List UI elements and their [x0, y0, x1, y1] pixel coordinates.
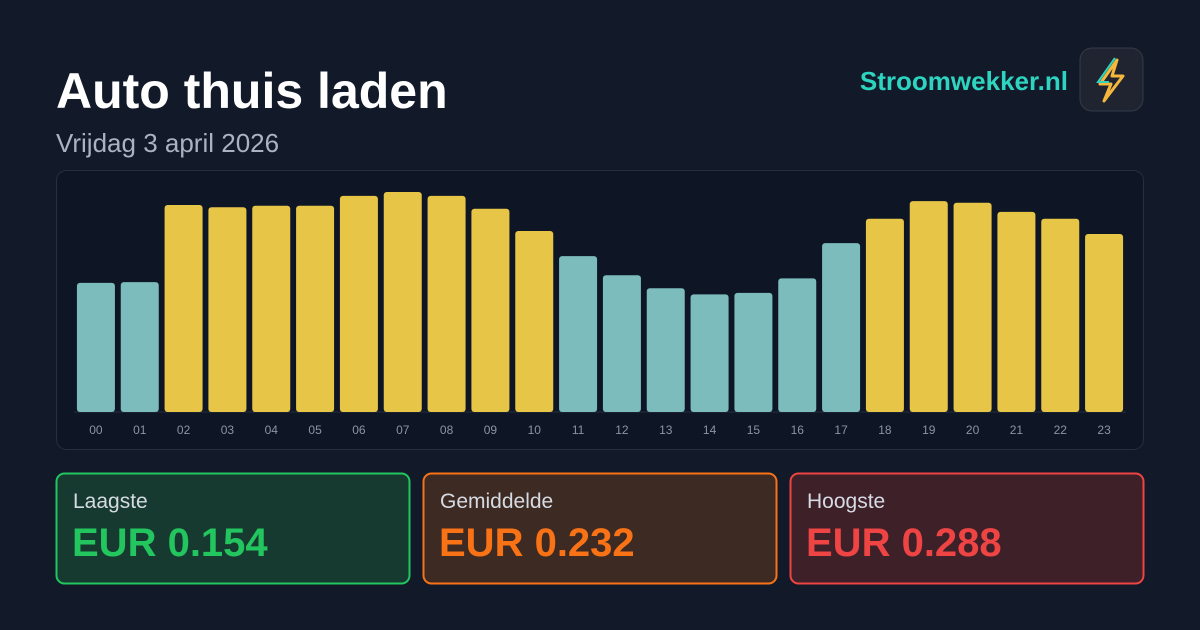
bar	[822, 243, 861, 412]
x-tick-label: 16	[791, 423, 805, 437]
bar	[1041, 218, 1080, 412]
stat-value: EUR 0.232	[439, 521, 635, 565]
x-tick-label: 20	[966, 423, 980, 437]
stats: Laagste EUR 0.154 Gemiddelde EUR 0.232 Hoogs…	[55, 472, 1145, 585]
x-tick-label: 17	[834, 423, 848, 437]
logo-bolt-accent	[1096, 57, 1116, 83]
bar	[339, 195, 378, 412]
stat-label: Hoogste	[807, 490, 885, 513]
bar	[427, 195, 466, 412]
x-tick-label: 06	[352, 423, 366, 437]
x-tick-label: 19	[922, 423, 936, 437]
x-tick-label: 21	[1010, 423, 1024, 437]
bar	[559, 256, 598, 412]
x-tick-label: 07	[396, 423, 410, 437]
bar	[383, 192, 422, 412]
brand: Stroomwekker.nl	[860, 66, 1068, 96]
bar	[865, 218, 904, 412]
x-tick-label: 22	[1054, 423, 1068, 437]
bar	[164, 204, 203, 412]
x-tick-label: 05	[308, 423, 322, 437]
x-tick-label: 09	[484, 423, 498, 437]
x-tick-label: 11	[572, 423, 585, 437]
x-tick-label: 18	[878, 423, 892, 437]
bar	[1085, 234, 1124, 412]
stat-label: Gemiddelde	[440, 490, 553, 513]
stat-label: Laagste	[73, 490, 148, 513]
stat-card	[422, 472, 778, 585]
bar	[602, 275, 641, 412]
bar	[778, 278, 817, 412]
bar	[76, 282, 115, 412]
subtitle: Vrijdag 3 april 2026	[56, 128, 279, 158]
bar	[646, 288, 685, 412]
x-tick-label: 01	[133, 423, 147, 437]
stat-value: EUR 0.288	[806, 521, 1002, 565]
bar	[252, 205, 291, 412]
x-tick-label: 02	[177, 423, 191, 437]
x-tick-label: 04	[265, 423, 279, 437]
title: Auto thuis laden	[56, 63, 448, 119]
bar	[734, 292, 773, 412]
x-tick-label: 08	[440, 423, 454, 437]
bar	[296, 205, 335, 412]
bars: 00 01 02 03 04 05 06 07 08 09 10 11 12 13 14 15 16 17 18 19…	[76, 192, 1124, 437]
bar	[208, 207, 247, 412]
x-tick-label: 10	[528, 423, 542, 437]
bar	[515, 230, 554, 412]
x-tick-label: 00	[89, 423, 103, 437]
bar	[120, 282, 159, 412]
stat-card	[789, 472, 1145, 585]
logo-bolt	[1098, 58, 1125, 103]
x-tick-label: 23	[1097, 423, 1111, 437]
x-tick-label: 03	[221, 423, 235, 437]
bar	[471, 208, 510, 412]
bar	[953, 202, 992, 412]
x-tick-label: 15	[747, 423, 761, 437]
bar	[690, 294, 729, 412]
x-tick-label: 13	[659, 423, 673, 437]
bar	[909, 201, 948, 412]
stat-card	[55, 472, 411, 585]
logo	[1079, 47, 1144, 112]
bar	[997, 211, 1036, 412]
stat-value: EUR 0.154	[72, 521, 268, 565]
x-tick-label: 12	[615, 423, 629, 437]
x-tick-label: 14	[703, 423, 717, 437]
